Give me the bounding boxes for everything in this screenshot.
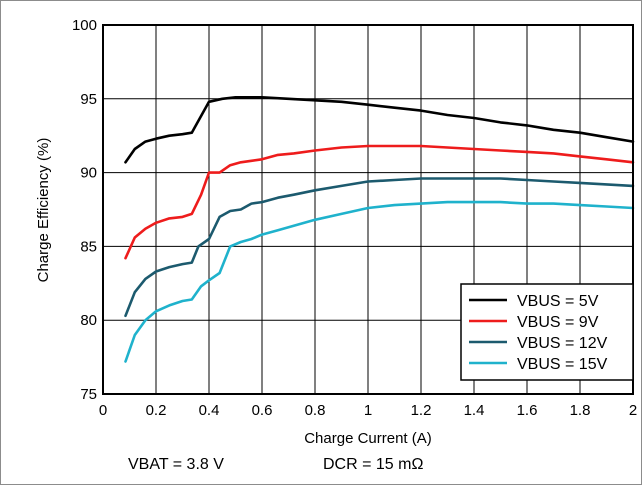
series-line-1 xyxy=(124,96,635,164)
x-tick-label: 1.8 xyxy=(570,402,591,419)
x-tick-label: 1.6 xyxy=(517,402,538,419)
y-tick-label: 95 xyxy=(80,91,97,108)
series-line-3 xyxy=(124,177,635,318)
y-tick-label: 100 xyxy=(72,17,97,34)
x-tick-label: 0.2 xyxy=(146,402,167,419)
vbat-note: VBAT = 3.8 V xyxy=(128,456,224,473)
legend-label: VBUS = 12V xyxy=(517,335,608,352)
x-tick-label: 0.8 xyxy=(305,402,326,419)
series-line-4 xyxy=(124,200,635,363)
series-layer xyxy=(124,96,635,363)
legend-label: VBUS = 15V xyxy=(517,356,608,373)
grid-lines xyxy=(103,25,633,394)
x-axis-title: Charge Current (A) xyxy=(304,430,432,447)
y-tick-label: 90 xyxy=(80,165,97,182)
x-tick-label: 1.4 xyxy=(464,402,485,419)
y-tick-label: 85 xyxy=(80,238,97,255)
legend: VBUS = 5V VBUS = 9V VBUS = 12V VBUS = 15V xyxy=(460,283,634,381)
x-tick-label: 1.2 xyxy=(411,402,432,419)
y-tick-label: 75 xyxy=(80,386,97,403)
x-tick-label: 0 xyxy=(99,402,107,419)
series-line-2 xyxy=(124,144,635,260)
y-tick-labels: 75 80 85 90 95 100 xyxy=(72,17,97,403)
y-tick-label: 80 xyxy=(80,312,97,329)
dcr-note: DCR = 15 mΩ xyxy=(323,456,424,473)
x-tick-label: 0.4 xyxy=(199,402,220,419)
x-tick-label: 1 xyxy=(364,402,372,419)
x-tick-label: 0.6 xyxy=(252,402,273,419)
x-tick-labels: 0 0.2 0.4 0.6 0.8 1 1.2 1.4 1.6 1.8 2 xyxy=(99,402,637,419)
legend-label: VBUS = 5V xyxy=(517,293,599,310)
x-tick-label: 2 xyxy=(629,402,637,419)
plot-border xyxy=(102,24,634,395)
legend-label: VBUS = 9V xyxy=(517,314,599,331)
y-axis-title: Charge Efficiency (%) xyxy=(35,138,52,283)
